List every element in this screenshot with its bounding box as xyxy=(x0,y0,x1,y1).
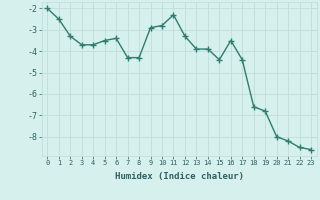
X-axis label: Humidex (Indice chaleur): Humidex (Indice chaleur) xyxy=(115,172,244,181)
